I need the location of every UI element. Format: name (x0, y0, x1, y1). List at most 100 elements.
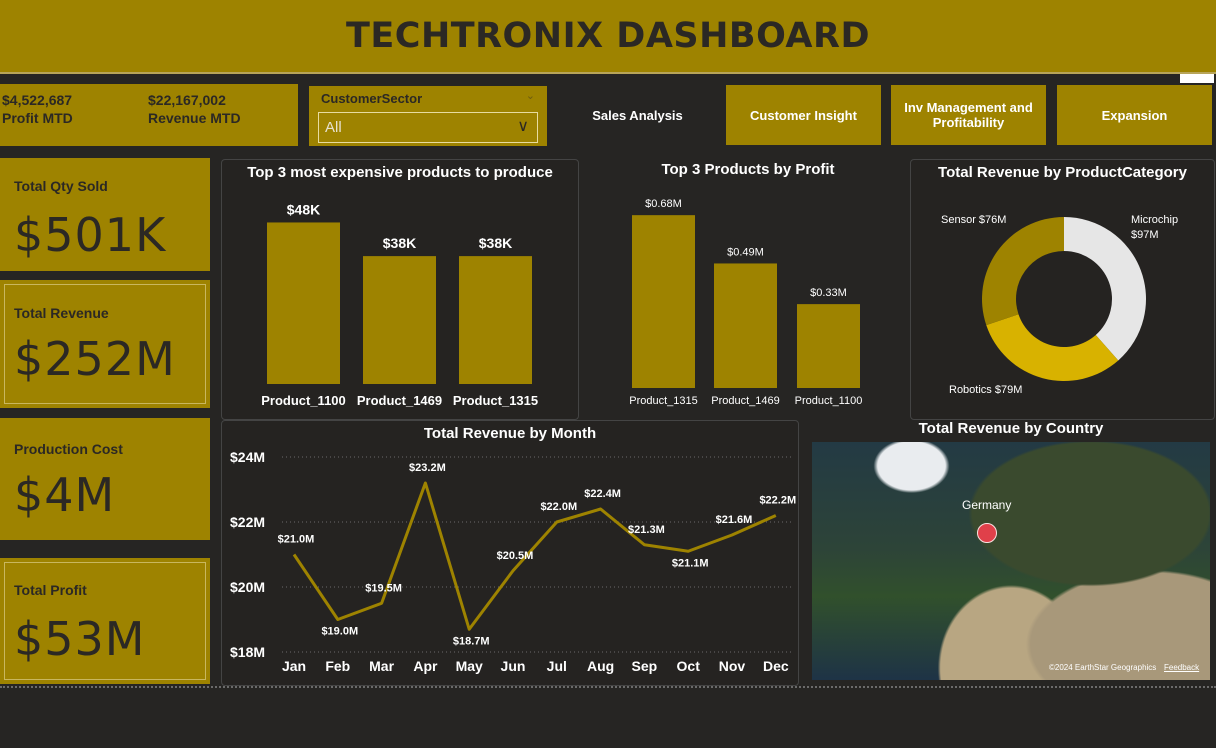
slice-label: $97M (1131, 229, 1159, 241)
card-label: Production Cost (14, 441, 123, 457)
x-tick-label: Nov (719, 658, 746, 674)
card-value: $252M (14, 332, 176, 386)
card-total-revenue: Total Revenue $252M (0, 280, 210, 408)
revenue-mtd-value: $22,167,002 (148, 92, 226, 108)
y-tick-label: $24M (230, 449, 265, 465)
dashboard-title: TECHTRONIX DASHBOARD (345, 16, 871, 56)
revenue-mtd: $22,167,002 Revenue MTD (148, 92, 241, 126)
category-label: Product_1469 (357, 393, 442, 408)
x-tick-label: Jul (547, 658, 567, 674)
slicer-collapse-icon[interactable]: ⌄ (525, 90, 535, 102)
map-attribution: ©2024 EarthStar Geographics (1049, 663, 1157, 672)
x-tick-label: Apr (413, 658, 438, 674)
card-value: $4M (14, 468, 116, 522)
card-label: Total Qty Sold (14, 178, 108, 194)
bar (267, 222, 340, 384)
dashboard-header: TECHTRONIX DASHBOARD (0, 0, 1216, 74)
bar-value-label: $38K (479, 235, 512, 251)
slicer-selected-value: All (325, 119, 342, 136)
x-tick-label: Jun (501, 658, 526, 674)
page-divider (0, 686, 1216, 688)
category-label: Product_1469 (711, 395, 780, 407)
x-tick-label: Mar (369, 658, 394, 674)
chart-title: Top 3 Products by Profit (661, 161, 835, 178)
profit-mtd-label: Profit MTD (2, 110, 73, 126)
chart-title: Top 3 most expensive products to produce (247, 164, 553, 181)
category-label: Product_1315 (453, 393, 538, 408)
data-label: $21.0M (278, 534, 315, 546)
nav-customer-insight-button[interactable]: Customer Insight (726, 85, 881, 145)
map-marker-label: Germany (962, 498, 1012, 512)
slice-label: Robotics $79M (949, 384, 1022, 396)
x-tick-label: Sep (632, 658, 658, 674)
revenue-month-svg: $18M $20M $22M $24M Jan $21.0M Feb $19.0M Mar $19… (230, 449, 796, 674)
data-label: $19.5M (365, 582, 402, 594)
x-tick-label: Aug (587, 658, 614, 674)
y-tick-label: $18M (230, 644, 265, 660)
data-label: $19.0M (321, 626, 358, 638)
slice-label: Microchip (1131, 214, 1178, 226)
card-total-profit: Total Profit $53M (0, 558, 210, 684)
expensive-products-chart[interactable]: Top 3 most expensive products to produce… (221, 159, 579, 420)
category-label: Product_1100 (261, 393, 346, 408)
map-title: Total Revenue by Country (918, 420, 1104, 437)
card-label: Total Revenue (14, 305, 109, 321)
slice-label: Sensor $76M (941, 214, 1006, 226)
card-label: Total Profit (14, 582, 87, 598)
profit-mtd: $4,522,687 Profit MTD (2, 92, 73, 126)
chart-title: Total Revenue by Month (423, 425, 597, 442)
revenue-line (292, 481, 777, 631)
bar-value-label: $38K (383, 235, 416, 251)
nav-sales-analysis-button[interactable]: Sales Analysis (592, 107, 683, 123)
map-location-marker[interactable] (977, 523, 997, 543)
donut-slice (1064, 217, 1146, 361)
card-frame (4, 284, 206, 404)
data-label: $22.2M (759, 495, 796, 507)
x-tick-label: Feb (325, 658, 350, 674)
data-label: $21.6M (716, 514, 753, 526)
country-revenue-map[interactable]: Germany ©2024 EarthStar Geographics Feed… (812, 442, 1210, 680)
donut-slice (982, 217, 1064, 326)
category-label: Product_1315 (629, 395, 698, 407)
revenue-category-svg: Microchip $97M Robotics $79M Sensor $76M (941, 214, 1178, 396)
card-value: $501K (14, 208, 167, 262)
category-label: Product_1100 (795, 395, 863, 407)
bar-value-label: $48K (287, 201, 320, 217)
card-frame (4, 562, 206, 680)
revenue-mtd-label: Revenue MTD (148, 110, 241, 126)
slicer-title: CustomerSector (321, 91, 423, 106)
bar-value-label: $0.68M (645, 198, 682, 210)
data-label: $23.2M (409, 462, 446, 474)
revenue-month-chart[interactable]: Total Revenue by Month $18M $20M $22M $24M J… (221, 420, 799, 686)
revenue-category-chart[interactable]: Total Revenue by ProductCategory Microch… (910, 159, 1215, 420)
bar (363, 256, 436, 384)
x-tick-label: Oct (677, 658, 701, 674)
chevron-down-icon[interactable]: ∨ (517, 118, 529, 135)
x-tick-label: May (456, 658, 483, 674)
bar (632, 215, 695, 388)
nav-inv-management-button[interactable]: Inv Management and Profitability (891, 85, 1046, 145)
card-production-cost: Production Cost $4M (0, 418, 210, 540)
card-total-qty-sold: Total Qty Sold $501K (0, 158, 210, 271)
bar-value-label: $0.49M (727, 246, 764, 258)
kpi-strip: $4,522,687 Profit MTD $22,167,002 Revenu… (0, 84, 298, 146)
profit-products-chart[interactable]: Top 3 Products by Profit $0.68M Product_1… (600, 159, 896, 418)
map-feedback-link[interactable]: Feedback (1164, 663, 1200, 672)
nav-expansion-button[interactable]: Expansion (1057, 85, 1212, 145)
chart-title: Total Revenue by ProductCategory (938, 164, 1187, 181)
profit-products-svg: $0.68M Product_1315 $0.49M Product_1469 $0.3… (629, 198, 863, 407)
slicer-dropdown[interactable]: All ∨ (318, 112, 538, 143)
expensive-products-svg: $48K Product_1100 $38K Product_1469 $38K Prod… (261, 201, 538, 408)
bar-value-label: $0.33M (810, 287, 847, 299)
data-label: $22.0M (540, 501, 577, 513)
customer-sector-slicer[interactable]: CustomerSector ⌄ All ∨ (309, 86, 547, 146)
data-label: $21.3M (628, 524, 665, 536)
data-label: $18.7M (453, 635, 490, 647)
data-label: $20.5M (497, 550, 534, 562)
y-tick-label: $22M (230, 514, 265, 530)
card-value: $53M (14, 612, 146, 666)
x-tick-label: Jan (282, 658, 306, 674)
bar (459, 256, 532, 384)
profit-mtd-value: $4,522,687 (2, 92, 73, 108)
y-tick-label: $20M (230, 579, 265, 595)
